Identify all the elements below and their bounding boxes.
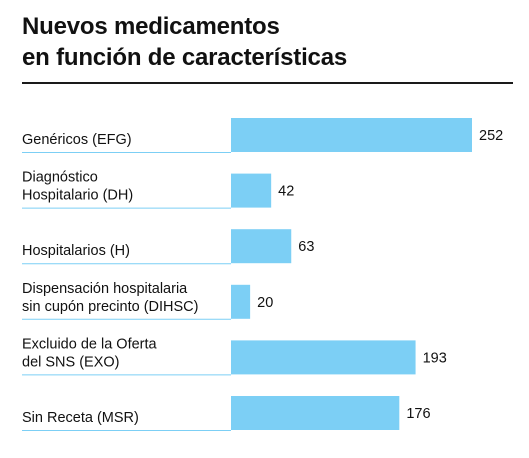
chart-title: Nuevos medicamentos en función de caract…: [22, 11, 347, 73]
category-label: Diagnóstico Hospitalario (DH): [22, 170, 133, 204]
bar: [231, 173, 272, 208]
bar: [231, 229, 292, 264]
category-label: Sin Receta (MSR): [22, 410, 139, 426]
data-label: 193: [423, 350, 447, 366]
category-label-line: Genéricos (EFG): [22, 132, 132, 148]
bar-row: Dispensación hospitalaria sin cupón preci…: [22, 281, 273, 320]
category-label-line: Diagnóstico: [22, 170, 98, 186]
category-label-line: Hospitalario (DH): [22, 188, 133, 204]
data-label: 252: [479, 128, 503, 144]
category-label-line: sin cupón precinto (DIHSC): [22, 299, 199, 315]
bar: [231, 340, 416, 375]
category-label-line: Hospitalarios (H): [22, 243, 130, 259]
category-label-line: Excluido de la Oferta: [22, 336, 158, 352]
bar-row: Hospitalarios (H) 63: [22, 229, 314, 265]
bar-row: Sin Receta (MSR) 176: [22, 396, 431, 431]
category-label: Genéricos (EFG): [22, 132, 132, 148]
title-rule: [22, 82, 513, 84]
data-label: 42: [278, 184, 294, 200]
category-label: Excluido de la Oferta del SNS (EXO): [22, 336, 158, 370]
bar-row: Diagnóstico Hospitalario (DH) 42: [22, 170, 294, 209]
bar: [231, 118, 472, 152]
chart-title-line-1: Nuevos medicamentos: [22, 13, 280, 40]
category-label: Dispensación hospitalaria sin cupón preci…: [22, 281, 199, 315]
data-label: 63: [298, 239, 314, 255]
chart-title-line-2: en función de características: [22, 44, 347, 71]
bar: [231, 284, 251, 319]
bar: [231, 396, 400, 430]
category-label: Hospitalarios (H): [22, 243, 130, 259]
data-label: 20: [257, 295, 273, 311]
data-label: 176: [406, 406, 430, 422]
bar-row: Excluido de la Oferta del SNS (EXO) 193: [22, 336, 447, 376]
category-label-line: Dispensación hospitalaria: [22, 281, 188, 297]
category-label-line: del SNS (EXO): [22, 354, 120, 370]
bar-row: Genéricos (EFG) 252: [22, 118, 503, 153]
category-label-line: Sin Receta (MSR): [22, 410, 139, 426]
